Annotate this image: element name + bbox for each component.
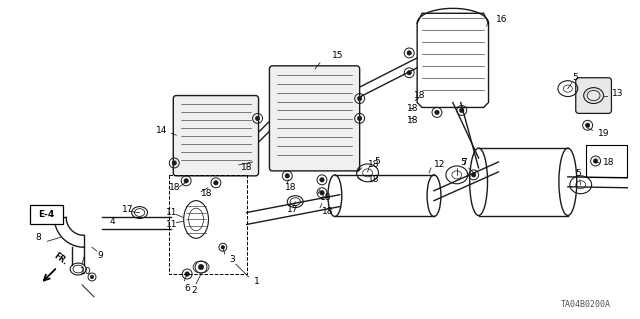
Circle shape <box>184 179 188 183</box>
Text: FR.: FR. <box>52 251 69 267</box>
Text: 5: 5 <box>573 73 579 82</box>
Text: 4: 4 <box>110 217 115 226</box>
Text: 18: 18 <box>170 183 181 192</box>
Text: 1: 1 <box>253 278 259 286</box>
Circle shape <box>221 245 225 249</box>
Circle shape <box>255 116 260 121</box>
Text: 9: 9 <box>97 251 102 260</box>
Text: 18: 18 <box>367 175 379 184</box>
Text: 16: 16 <box>497 15 508 24</box>
Text: 8: 8 <box>35 233 41 242</box>
FancyBboxPatch shape <box>269 66 360 171</box>
Text: 11: 11 <box>166 208 178 217</box>
Circle shape <box>586 123 590 128</box>
Text: 18: 18 <box>320 193 332 202</box>
Circle shape <box>435 110 439 115</box>
Text: 18: 18 <box>285 183 297 192</box>
Text: 17: 17 <box>287 205 299 214</box>
Circle shape <box>90 275 94 279</box>
Text: 12: 12 <box>434 160 445 169</box>
Text: 15: 15 <box>332 51 344 60</box>
Circle shape <box>320 178 324 182</box>
Circle shape <box>214 181 218 185</box>
Bar <box>170 175 246 274</box>
Text: 6: 6 <box>184 284 190 293</box>
Circle shape <box>357 96 362 101</box>
FancyBboxPatch shape <box>576 78 611 114</box>
Circle shape <box>320 190 324 195</box>
Circle shape <box>198 264 204 270</box>
Bar <box>29 204 63 225</box>
Text: 18: 18 <box>407 116 419 125</box>
Text: 17: 17 <box>122 205 133 214</box>
Text: 19: 19 <box>598 129 609 138</box>
Text: 13: 13 <box>612 89 624 98</box>
Text: 7: 7 <box>461 159 467 167</box>
Bar <box>586 145 627 177</box>
Circle shape <box>472 173 476 177</box>
Circle shape <box>407 70 412 75</box>
Text: 5: 5 <box>374 158 380 167</box>
Text: 18: 18 <box>407 104 419 113</box>
Text: 5: 5 <box>576 169 582 178</box>
Text: 18: 18 <box>241 163 252 173</box>
Circle shape <box>357 116 362 121</box>
Text: 3: 3 <box>229 255 234 263</box>
FancyBboxPatch shape <box>173 96 259 176</box>
Circle shape <box>172 161 177 165</box>
Text: 18: 18 <box>367 160 379 169</box>
Text: E-4: E-4 <box>38 210 54 219</box>
Circle shape <box>593 159 598 163</box>
Text: 18: 18 <box>201 189 212 198</box>
Circle shape <box>407 51 412 55</box>
Text: 2: 2 <box>191 286 196 295</box>
Text: 11: 11 <box>166 220 178 229</box>
Text: 18: 18 <box>322 207 333 216</box>
Circle shape <box>185 272 189 276</box>
Text: 14: 14 <box>156 126 168 135</box>
Text: TA04B0200A: TA04B0200A <box>561 300 611 309</box>
Text: 5: 5 <box>461 159 467 167</box>
Text: 18: 18 <box>602 159 614 167</box>
Circle shape <box>285 174 289 178</box>
Text: 10: 10 <box>80 266 92 276</box>
Circle shape <box>460 108 464 113</box>
Text: 18: 18 <box>414 91 426 100</box>
